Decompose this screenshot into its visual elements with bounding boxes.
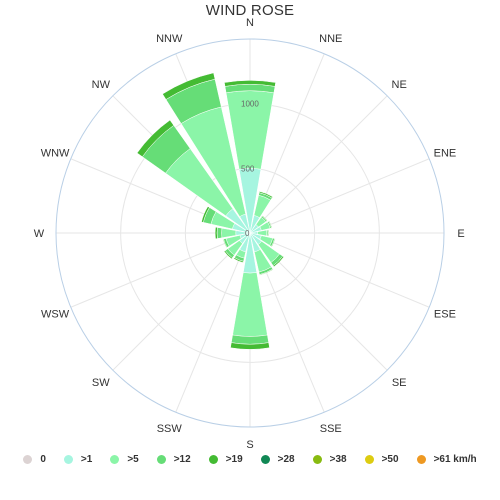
sector-W-gt12[interactable] [216, 227, 223, 239]
sector-NE-gt19[interactable] [261, 215, 268, 222]
direction-label-NE: NE [392, 79, 407, 91]
legend-item-2[interactable]: >5 [110, 453, 139, 465]
sector-E-gt19[interactable] [267, 229, 270, 237]
legend: 0 >1 >5 >12 >19 >28 >38 >50 >61 km/h [0, 450, 500, 468]
direction-label-ENE: ENE [434, 147, 457, 159]
legend-label: >28 [277, 453, 295, 465]
sector-WNW-gt19[interactable] [201, 206, 210, 223]
spoke-ESE [249, 232, 430, 308]
sector-W-gt5[interactable] [221, 227, 237, 239]
radial-ticks: 0 500 1000 [241, 100, 259, 238]
legend-label: 0 [40, 453, 46, 465]
wind-rose-chart: 0 500 1000 N NNE NE ENE E ESE SE SSE S SSW SW WSW W WNW… [34, 17, 465, 450]
spoke-NE [249, 95, 388, 234]
outer-circle [55, 38, 445, 428]
direction-label-SSW: SSW [157, 423, 183, 435]
legend-label: >12 [173, 453, 191, 465]
legend-item-5[interactable]: >28 [260, 453, 295, 465]
sector-SW-gt19[interactable] [223, 250, 233, 260]
legend-color-dot [416, 454, 426, 464]
sector-NNW-gt19[interactable] [162, 72, 216, 100]
direction-label-SSE: SSE [320, 423, 342, 435]
legend-color-dot [364, 454, 374, 464]
spoke-ENE [249, 158, 430, 234]
chart-title: WIND ROSE [205, 2, 295, 19]
sector-SSW-gt19[interactable] [233, 257, 244, 263]
sector-SE-gt19[interactable] [272, 255, 285, 268]
legend-item-8[interactable]: >61 km/h [416, 453, 477, 465]
legend-color-dot [312, 454, 322, 464]
legend-item-6[interactable]: >38 [312, 453, 347, 465]
direction-label-WNW: WNW [41, 147, 70, 159]
sector-ESE-gt19[interactable] [271, 238, 276, 248]
direction-label-E: E [457, 228, 464, 240]
sector-WSW-gt19[interactable] [222, 238, 228, 249]
sector-N-gt19[interactable] [224, 80, 276, 87]
spoke-SW [112, 232, 251, 371]
sector-NW-gt19[interactable] [136, 119, 175, 158]
legend-label: >1 [80, 453, 93, 465]
legend-label: >5 [127, 453, 139, 465]
legend-label: >19 [225, 453, 243, 465]
legend-color-dot [63, 454, 73, 464]
radial-tick-500: 500 [241, 164, 255, 173]
sector-S-gt12[interactable] [231, 334, 269, 345]
sector-W-gt19[interactable] [214, 226, 218, 240]
direction-label-WSW: WSW [41, 309, 70, 321]
sector-S-gt5[interactable] [232, 272, 268, 337]
direction-labels: N NNE NE ENE E ESE SE SSE S SSW SW WSW W WNW NW NNW [34, 17, 465, 450]
direction-label-NNW: NNW [156, 33, 183, 45]
sector-S-gt19[interactable] [230, 342, 270, 350]
direction-label-NNE: NNE [319, 33, 342, 45]
direction-label-N: N [246, 17, 254, 29]
legend-color-dot [110, 454, 120, 464]
legend-color-dot [260, 454, 270, 464]
direction-label-ESE: ESE [434, 309, 456, 321]
direction-label-SE: SE [392, 377, 407, 389]
legend-color-dot [208, 454, 218, 464]
sector-SSE-gt19[interactable] [259, 268, 274, 276]
direction-label-S: S [246, 439, 253, 450]
direction-label-NW: NW [92, 79, 111, 91]
sector-ENE-gt19[interactable] [268, 220, 273, 229]
legend-label: >61 km/h [433, 453, 477, 465]
wind-sectors [136, 72, 285, 350]
legend-label: >38 [329, 453, 347, 465]
spoke-WSW [70, 232, 251, 308]
legend-item-0[interactable]: 0 [23, 454, 46, 465]
radial-tick-0: 0 [245, 229, 250, 238]
direction-label-W: W [34, 228, 45, 240]
legend-item-4[interactable]: >19 [208, 453, 243, 465]
legend-color-dot [156, 454, 166, 464]
legend-item-3[interactable]: >12 [156, 453, 191, 465]
legend-item-7[interactable]: >50 [364, 453, 399, 465]
legend-color-dot [23, 454, 33, 464]
spoke-SSW [175, 232, 251, 413]
radial-tick-1000: 1000 [241, 100, 259, 109]
legend-label: >50 [381, 453, 399, 465]
sector-NNE-gt19[interactable] [258, 191, 274, 199]
legend-item-1[interactable]: >1 [63, 453, 93, 465]
direction-label-SW: SW [92, 377, 110, 389]
